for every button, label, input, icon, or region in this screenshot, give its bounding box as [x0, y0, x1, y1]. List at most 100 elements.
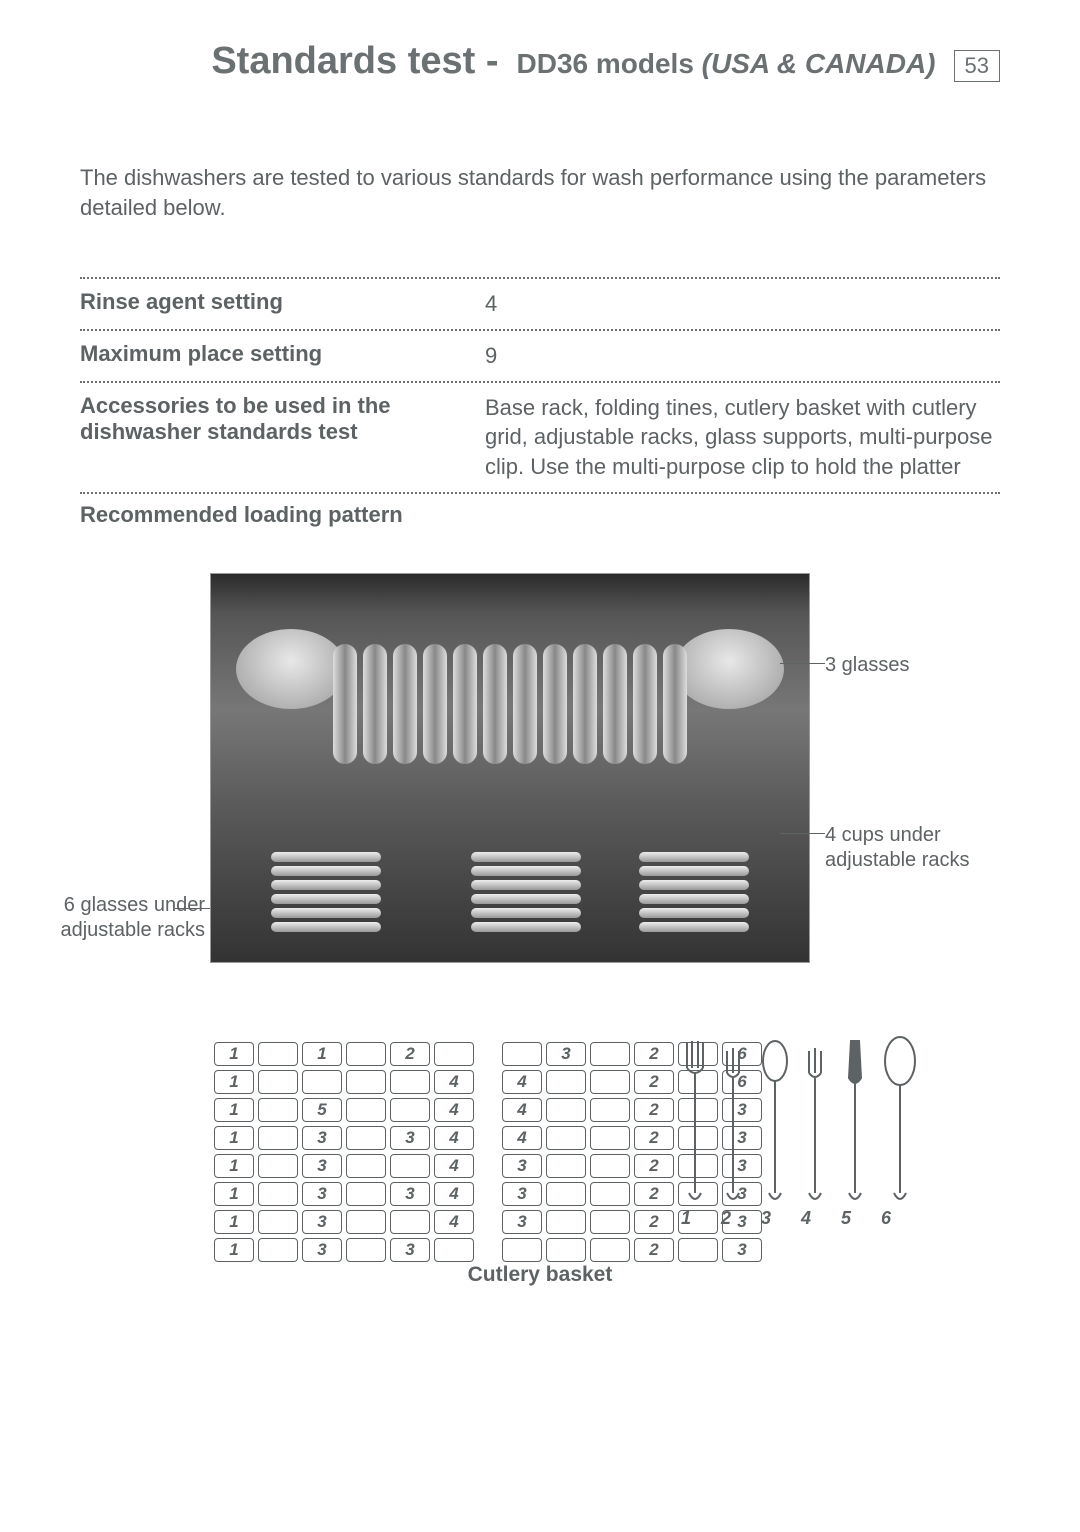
cutlery-cell: 1	[214, 1210, 254, 1234]
cutlery-cell: 4	[502, 1126, 542, 1150]
cutlery-cell: ·	[590, 1042, 630, 1066]
spec-table: Rinse agent setting 4 Maximum place sett…	[80, 277, 1000, 493]
cutlery-cell: ·	[590, 1238, 630, 1262]
cutlery-cell: 3	[390, 1126, 430, 1150]
title-main: Standards test -	[211, 40, 498, 83]
loading-pattern-figure: 6 glasses under adjustable racks 3 glass…	[80, 573, 1000, 983]
cutlery-cell: 2	[634, 1238, 674, 1262]
title-sub-plain: DD36 models	[517, 48, 702, 79]
cutlery-cell: ·	[546, 1238, 586, 1262]
cutlery-cell: 4	[434, 1126, 474, 1150]
cutlery-cell: 1	[302, 1042, 342, 1066]
cutlery-cell: ·	[258, 1210, 298, 1234]
cutlery-cell: ·	[434, 1042, 474, 1066]
cutlery-caption: Cutlery basket	[80, 1263, 1000, 1287]
leader-line	[780, 833, 825, 834]
cutlery-cell: ·	[546, 1070, 586, 1094]
cutlery-cell: ·	[546, 1098, 586, 1122]
cutlery-cell: 4	[434, 1182, 474, 1206]
recommended-heading: Recommended loading pattern	[80, 502, 1000, 528]
cutlery-cell: ·	[390, 1070, 430, 1094]
cutlery-cell: 3	[302, 1126, 342, 1150]
cutlery-cell: 4	[502, 1070, 542, 1094]
cutlery-cell: ·	[546, 1154, 586, 1178]
cutlery-grid-left: 1·1·2·1····41·5··41·3·341·3··41·3·341·3·…	[210, 1038, 478, 1266]
cutlery-cell: 4	[434, 1070, 474, 1094]
cutlery-cell: ·	[546, 1126, 586, 1150]
spec-row: Maximum place setting 9	[80, 329, 1000, 381]
cutlery-cell: ·	[390, 1154, 430, 1178]
cutlery-cell: ·	[502, 1238, 542, 1262]
cutlery-cell: 3	[546, 1042, 586, 1066]
cutlery-cell: ·	[346, 1098, 386, 1122]
utensil-num: 3	[755, 1208, 777, 1229]
leader-line	[175, 908, 210, 909]
cutlery-cell: ·	[590, 1154, 630, 1178]
cutlery-cell: 2	[634, 1210, 674, 1234]
spec-value: Base rack, folding tines, cutlery basket…	[485, 393, 1000, 482]
spec-label: Accessories to be used in the dishwasher…	[80, 393, 485, 482]
cutlery-cell: ·	[346, 1182, 386, 1206]
intro-text: The dishwashers are tested to various st…	[80, 163, 1000, 222]
cutlery-cell: ·	[346, 1210, 386, 1234]
spec-value: 9	[485, 341, 1000, 371]
cutlery-cell: ·	[590, 1098, 630, 1122]
cutlery-cell: ·	[590, 1210, 630, 1234]
utensil-num: 1	[675, 1208, 697, 1229]
cutlery-cell: ·	[390, 1098, 430, 1122]
cutlery-cell: ·	[302, 1070, 342, 1094]
cutlery-cell: ·	[258, 1182, 298, 1206]
cutlery-cell: ·	[434, 1238, 474, 1262]
cutlery-cell: 2	[390, 1042, 430, 1066]
spec-label: Maximum place setting	[80, 341, 485, 371]
cutlery-cell: ·	[546, 1210, 586, 1234]
dishwasher-photo	[210, 573, 810, 963]
cutlery-cell: ·	[390, 1210, 430, 1234]
cutlery-cell: 1	[214, 1042, 254, 1066]
cutlery-cell: ·	[258, 1098, 298, 1122]
cutlery-cell: ·	[258, 1154, 298, 1178]
cutlery-cell: ·	[546, 1182, 586, 1206]
spec-label: Rinse agent setting	[80, 289, 485, 319]
cutlery-cell: ·	[590, 1126, 630, 1150]
cutlery-cell: 3	[502, 1154, 542, 1178]
cutlery-cell: 4	[434, 1154, 474, 1178]
cutlery-cell: ·	[258, 1070, 298, 1094]
cutlery-cell: ·	[502, 1042, 542, 1066]
utensil-legend	[675, 1033, 935, 1208]
cutlery-cell: 1	[214, 1070, 254, 1094]
cutlery-cell: ·	[346, 1238, 386, 1262]
title-sub-italic: (USA & CANADA)	[702, 48, 936, 79]
cutlery-cell: 3	[302, 1154, 342, 1178]
cutlery-cell: 1	[214, 1126, 254, 1150]
utensil-num: 6	[875, 1208, 897, 1229]
spec-value: 4	[485, 289, 1000, 319]
cutlery-cell: 3	[722, 1238, 762, 1262]
cutlery-cell: ·	[590, 1070, 630, 1094]
cutlery-cell: 2	[634, 1154, 674, 1178]
cutlery-cell: ·	[346, 1042, 386, 1066]
cutlery-cell: 2	[634, 1126, 674, 1150]
cutlery-cell: ·	[258, 1042, 298, 1066]
cutlery-cell: 3	[302, 1182, 342, 1206]
page-number: 53	[954, 50, 1000, 82]
cutlery-cell: 2	[634, 1182, 674, 1206]
title-sub: DD36 models (USA & CANADA)	[517, 48, 936, 80]
cutlery-cell: ·	[678, 1238, 718, 1262]
cutlery-cell: 3	[390, 1238, 430, 1262]
page-header: Standards test - DD36 models (USA & CANA…	[80, 40, 1000, 83]
cutlery-cell: ·	[258, 1238, 298, 1262]
cutlery-cell: 5	[302, 1098, 342, 1122]
leader-line	[780, 663, 825, 664]
utensil-num: 2	[715, 1208, 737, 1229]
cutlery-cell: 2	[634, 1070, 674, 1094]
cutlery-cell: ·	[346, 1126, 386, 1150]
cutlery-cell: 4	[502, 1098, 542, 1122]
utensil-numbers: 1 2 3 4 5 6	[675, 1208, 897, 1229]
cutlery-cell: 1	[214, 1098, 254, 1122]
cutlery-cell: 3	[502, 1182, 542, 1206]
cutlery-cell: 4	[434, 1098, 474, 1122]
cutlery-cell: ·	[346, 1154, 386, 1178]
cutlery-cell: ·	[346, 1070, 386, 1094]
utensil-num: 5	[835, 1208, 857, 1229]
